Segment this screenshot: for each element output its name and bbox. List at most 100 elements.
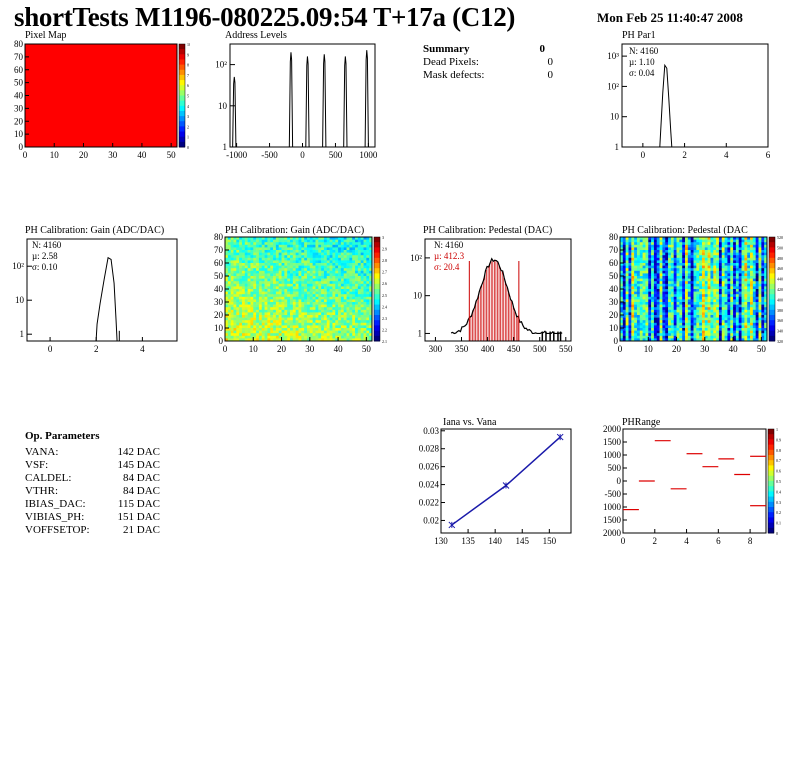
heatmap-cell: [738, 265, 742, 269]
x-tick-label: 10: [249, 344, 259, 354]
heatmap-cell: [321, 252, 325, 256]
heatmap-cell: [241, 237, 246, 240]
heatmap-cell: [227, 338, 231, 342]
heatmap-cell: [758, 299, 762, 303]
heatmap-cell: [338, 255, 342, 259]
heatmap-cell: [290, 322, 294, 326]
heatmap-cell: [673, 335, 677, 339]
heatmap-cell: [264, 338, 268, 342]
heatmap-cell: [701, 257, 706, 261]
palette-cell: [768, 475, 774, 482]
heatmap-cell: [665, 296, 669, 300]
heatmap-cell: [673, 333, 677, 337]
heatmap-cell: [718, 276, 723, 279]
heatmap-cell: [225, 260, 229, 264]
heatmap-cell: [247, 304, 251, 308]
heatmap-cell: [620, 250, 624, 253]
heatmap-cell: [645, 335, 649, 339]
heatmap-cell: [264, 239, 268, 243]
heatmap-cell: [239, 239, 243, 243]
heatmap-cell: [287, 278, 291, 282]
palette-cell: [769, 315, 775, 321]
heatmap-cell: [718, 252, 723, 256]
heatmap-cell: [696, 296, 700, 300]
heatmap-cell: [250, 330, 254, 334]
heatmap-cell: [250, 309, 254, 313]
heatmap-cell: [727, 335, 731, 339]
heatmap-cell: [312, 320, 316, 324]
heatmap-cell: [656, 338, 660, 342]
heatmap-cell: [747, 268, 751, 272]
heatmap-cell: [622, 294, 626, 298]
palette-cell: [769, 252, 775, 259]
heatmap-cell: [275, 330, 280, 334]
heatmap-cell: [631, 309, 635, 313]
heatmap-cell: [713, 302, 717, 305]
heatmap-cell: [764, 283, 768, 287]
heatmap-cell: [301, 278, 305, 282]
heatmap-cell: [225, 242, 229, 246]
heatmap-cell: [332, 289, 336, 292]
heatmap-cell: [261, 296, 265, 300]
heatmap-cell: [659, 252, 663, 256]
heatmap-cell: [244, 322, 248, 326]
heatmap-cell: [247, 317, 251, 321]
heatmap-cell: [287, 263, 291, 266]
heatmap-cell: [648, 278, 652, 282]
heatmap-cell: [716, 255, 720, 259]
heatmap-cell: [631, 299, 635, 303]
heatmap-cell: [298, 296, 302, 300]
heatmap-cell: [309, 302, 313, 305]
heatmap-cell: [704, 338, 708, 342]
heatmap-cell: [366, 325, 370, 329]
heatmap-cell: [349, 260, 353, 264]
heatmap-cell: [247, 265, 251, 269]
heatmap-cell: [727, 265, 731, 269]
heatmap-cell: [699, 270, 703, 274]
heatmap-cell: [693, 307, 697, 311]
heatmap-cell: [357, 281, 361, 285]
heatmap-cell: [278, 312, 282, 316]
heatmap-cell: [306, 289, 311, 292]
heatmap-cell: [306, 247, 311, 251]
heatmap-cell: [306, 283, 311, 287]
heatmap-cell: [710, 338, 714, 342]
heatmap-cell: [281, 239, 285, 243]
heatmap-cell: [236, 268, 240, 272]
heatmap-cell: [225, 273, 229, 277]
heatmap-cell: [716, 320, 720, 324]
heatmap-cell: [275, 270, 280, 274]
heatmap-cell: [267, 239, 271, 243]
heatmap-cell: [338, 276, 342, 279]
heatmap-cell: [264, 260, 268, 264]
heatmap-cell: [707, 250, 711, 253]
heatmap-cell: [227, 328, 231, 331]
heatmap-cell: [682, 317, 686, 321]
heatmap-cell: [685, 247, 689, 251]
heatmap-cell: [355, 333, 359, 337]
heatmap-cell: [718, 335, 723, 339]
heatmap-cell: [716, 299, 720, 303]
heatmap-cell: [267, 328, 271, 331]
heatmap-cell: [747, 312, 751, 316]
heatmap-cell: [349, 302, 353, 305]
heatmap-cell: [735, 273, 740, 277]
heatmap-cell: [653, 252, 658, 256]
heatmap-cell: [233, 244, 237, 248]
heatmap-cell: [340, 247, 345, 251]
heatmap-cell: [713, 335, 717, 339]
heatmap-cell: [620, 255, 624, 259]
heatmap-cell: [306, 273, 311, 277]
heatmap-cell: [625, 309, 629, 313]
heatmap-cell: [701, 265, 706, 269]
heatmap-cell: [315, 333, 319, 337]
heatmap-cell: [752, 320, 756, 324]
heatmap-cell: [724, 257, 728, 261]
heatmap-cell: [343, 320, 347, 324]
heatmap-cell: [634, 330, 638, 334]
heatmap-cell: [659, 286, 663, 290]
heatmap-cell: [662, 278, 666, 282]
heatmap-cell: [628, 283, 632, 287]
heatmap-cell: [256, 312, 260, 316]
heatmap-cell: [290, 276, 294, 279]
